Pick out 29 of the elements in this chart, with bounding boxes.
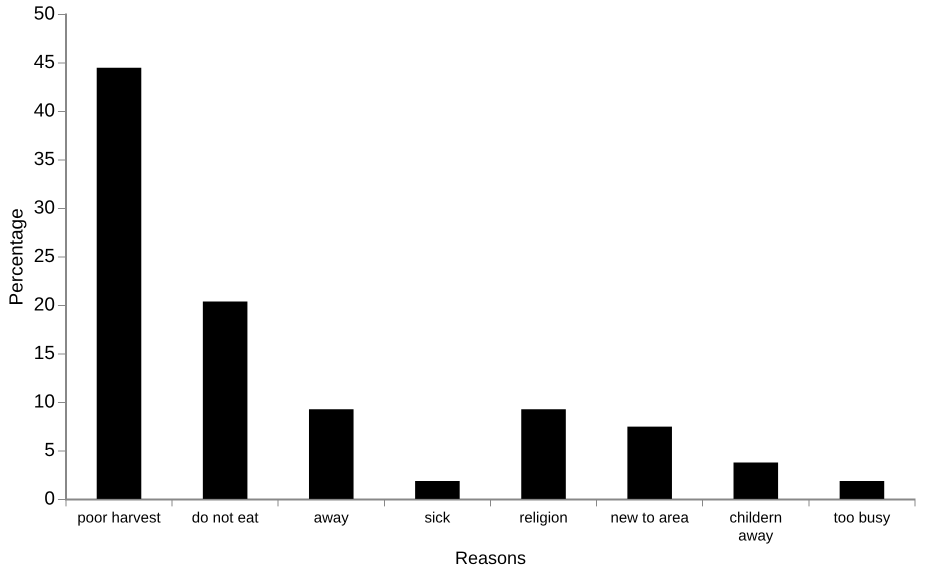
bar — [202, 302, 248, 499]
bar — [415, 480, 460, 499]
y-tick-label: 50 — [34, 4, 55, 25]
bar — [521, 409, 566, 499]
y-tick-label: 25 — [34, 246, 55, 268]
y-tick-label: 0 — [44, 488, 55, 510]
bar — [96, 68, 142, 499]
x-tick-label: sick — [424, 510, 451, 527]
bar — [734, 462, 778, 499]
y-axis-title: Percentage — [6, 208, 28, 306]
y-tick-label: 30 — [34, 198, 55, 219]
y-tick-label: 45 — [34, 52, 55, 74]
bar — [627, 426, 672, 499]
y-tick-label: 40 — [34, 100, 55, 122]
x-tick-label: childern away — [730, 510, 782, 545]
y-tick-label: 35 — [34, 149, 55, 170]
y-tick-label: 20 — [34, 294, 55, 316]
x-axis-title: Reasons — [454, 548, 526, 568]
x-tick-label: do not eat — [192, 510, 260, 527]
y-tick-label: 15 — [34, 343, 55, 364]
bar — [308, 409, 354, 499]
y-tick-label: 5 — [44, 440, 55, 462]
x-tick-label: poor harvest — [77, 510, 162, 527]
x-tick-label: away — [314, 510, 350, 527]
x-tick-label: too busy — [834, 510, 891, 527]
x-tick-label: new to area — [610, 510, 690, 527]
y-tick-label: 10 — [34, 392, 55, 413]
x-tick-label: religion — [519, 510, 568, 527]
bar — [840, 480, 884, 499]
